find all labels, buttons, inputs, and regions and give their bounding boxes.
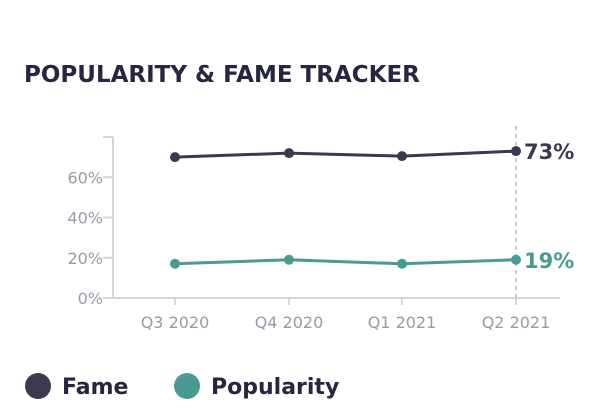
x-tick-label: Q3 2020 — [141, 313, 210, 332]
data-point-fame — [397, 151, 407, 162]
x-tick-labels: Q3 2020 Q4 2020 Q1 2021 Q2 2021 — [141, 298, 551, 332]
legend-label-fame: Fame — [62, 375, 128, 400]
data-point-popularity — [511, 254, 521, 265]
series-line-fame — [173, 149, 518, 159]
data-point-fame — [511, 146, 521, 157]
x-tick-label: Q4 2020 — [255, 313, 324, 332]
y-tick-label: 0% — [78, 289, 103, 308]
x-tick-label: Q1 2021 — [368, 313, 437, 332]
end-label-fame: 73% — [524, 140, 574, 164]
chart-title: POPULARITY & FAME TRACKER — [24, 62, 420, 88]
legend-swatch-popularity — [174, 373, 200, 399]
data-point-popularity — [397, 258, 407, 269]
y-tick-label: 20% — [67, 249, 103, 268]
series-group: 73% 19% — [170, 140, 574, 273]
legend: Fame Popularity — [25, 373, 339, 400]
y-tick-label: 40% — [67, 209, 103, 228]
data-point-fame — [284, 148, 294, 159]
y-tick-label: 60% — [67, 168, 103, 187]
legend-label-popularity: Popularity — [211, 375, 339, 400]
legend-swatch-fame — [25, 373, 51, 399]
y-tick-labels: 0% 20% 40% 60% — [67, 168, 113, 308]
series-line-popularity — [173, 258, 518, 266]
data-point-popularity — [170, 258, 180, 269]
data-point-popularity — [284, 254, 294, 265]
data-point-fame — [170, 152, 180, 163]
x-tick-label: Q2 2021 — [482, 313, 551, 332]
end-label-popularity: 19% — [524, 249, 574, 273]
